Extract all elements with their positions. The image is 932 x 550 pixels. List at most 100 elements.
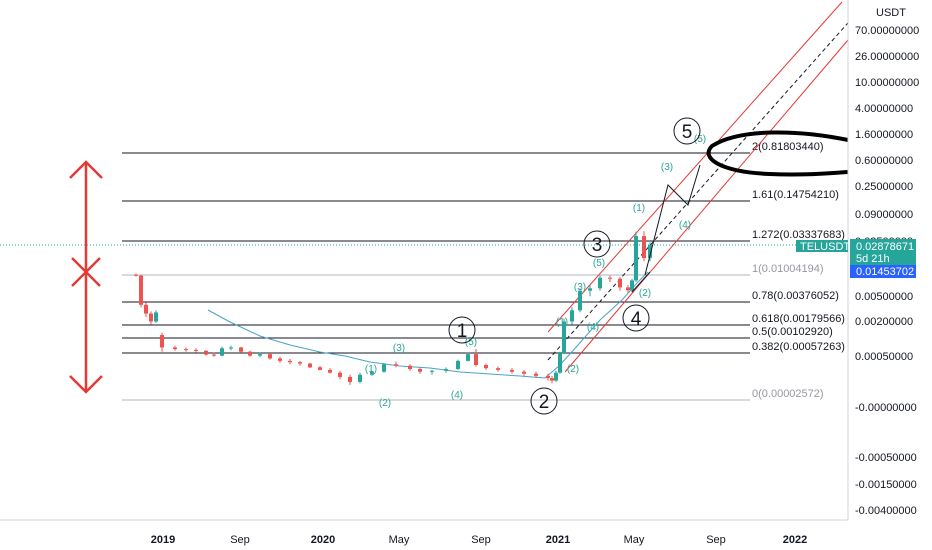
candle: [220, 346, 224, 357]
candle-body: [634, 236, 638, 281]
y-tick-label: 4.00000000: [855, 103, 913, 115]
secondary-price-badge: [850, 265, 916, 278]
candle-body: [160, 335, 164, 348]
candle: [444, 367, 448, 373]
candle-body: [496, 368, 500, 370]
candle: [288, 359, 292, 365]
candle-body: [318, 367, 322, 370]
candle: [510, 368, 514, 374]
y-tick-label: 0.00200000: [855, 316, 913, 328]
candle: [258, 352, 262, 358]
y-tick-label: 0.25000000: [855, 181, 913, 193]
y-tick-label: 0.00500000: [855, 291, 913, 303]
candle: [484, 363, 488, 370]
y-tick-label: 26.00000000: [855, 51, 919, 63]
currency-label: USDT: [876, 7, 906, 19]
candle: [149, 311, 153, 325]
x-tick-label: May: [624, 534, 645, 546]
candle-body: [154, 312, 158, 322]
candle-body: [229, 347, 233, 349]
candle-body: [194, 349, 198, 351]
wave-label-small: (2): [567, 364, 579, 375]
fib-level-label: 1.272(0.03337683): [752, 229, 845, 241]
x-tick-label: 2019: [151, 534, 175, 546]
target-ellipse: [706, 130, 851, 177]
symbol-badge: [796, 240, 848, 252]
candle-body: [642, 236, 646, 259]
candle: [630, 278, 634, 293]
candle-body: [248, 351, 252, 356]
wave-label-small: (2): [379, 398, 391, 409]
candle-body: [558, 353, 562, 373]
candle-body: [382, 364, 386, 372]
candle-body: [608, 277, 612, 279]
candle: [204, 349, 208, 356]
candle-body: [618, 278, 622, 288]
candle: [598, 275, 602, 291]
candle-body: [510, 369, 514, 372]
y-tick-label: 0.60000000: [855, 155, 913, 167]
candle: [144, 302, 148, 318]
svg-text:2: 2: [539, 392, 550, 413]
x-tick-label: 2021: [546, 534, 570, 546]
wave-label-large: 1: [448, 316, 476, 344]
candle: [534, 371, 538, 379]
wave-label-small: (4): [679, 220, 691, 231]
wave-label-small: (5): [593, 258, 605, 269]
candle: [430, 369, 434, 375]
candle: [338, 370, 342, 380]
candle: [578, 288, 582, 313]
candle-body: [626, 287, 630, 291]
candle: [318, 365, 322, 371]
x-tick-label: 2020: [311, 534, 335, 546]
candle-body: [534, 373, 538, 376]
wave-label-small: (1): [633, 203, 645, 214]
candle-body: [598, 277, 602, 289]
candle: [370, 370, 374, 376]
wave-label-small: (3): [393, 343, 405, 354]
wave-label-small: (4): [451, 390, 463, 401]
candle-body: [358, 374, 362, 382]
time-axis[interactable]: 2019 Sep 2020 May Sep 2021 May Sep 2022: [0, 519, 932, 550]
symbol-badge-label: TELUSDT: [800, 241, 850, 253]
candle-body: [578, 290, 582, 311]
candle: [308, 362, 312, 369]
fib-level-label: 0.618(0.00179566): [752, 313, 845, 325]
y-tick-label: -0.00050000: [855, 452, 917, 464]
candle-body: [546, 375, 550, 379]
vertical-range-arrow: [69, 160, 103, 394]
wave-connector-line: [631, 271, 651, 293]
candle-body: [562, 321, 566, 354]
candle: [160, 332, 164, 352]
candle: [550, 375, 554, 384]
candle: [554, 370, 558, 382]
fib-level-label: 2(0.81803440): [752, 141, 824, 153]
candle: [474, 349, 478, 367]
wave-label-small: (3): [574, 282, 586, 293]
candle-body: [474, 354, 478, 366]
y-tick-label: -0.00400000: [855, 505, 917, 517]
candle-body: [630, 280, 634, 291]
candle: [558, 351, 562, 374]
projected-wave-line: [644, 164, 701, 276]
price-badges: TELUSDT 0.02878671 5d 21h 0.01453702: [796, 239, 916, 278]
small-wave-labels: (1) (2) (3) (4) (5) (1) (2) (3) (4) (5) (1) (2) (3) (…: [365, 134, 706, 409]
x-tick-label: May: [389, 534, 410, 546]
candle-body: [184, 349, 188, 351]
candle: [546, 373, 550, 381]
candle-body: [522, 371, 526, 374]
candle-body: [220, 348, 224, 356]
candle: [348, 374, 352, 385]
candle-body: [288, 360, 292, 363]
candle-body: [370, 371, 374, 375]
candle-body: [408, 365, 412, 370]
candle-body: [570, 310, 574, 322]
candle: [173, 345, 177, 351]
wave-label-small: (3): [661, 162, 673, 173]
candle: [562, 318, 566, 355]
candle: [648, 242, 652, 262]
candle: [618, 277, 622, 291]
candle-body: [308, 363, 312, 368]
x-tick-label: Sep: [230, 534, 250, 546]
